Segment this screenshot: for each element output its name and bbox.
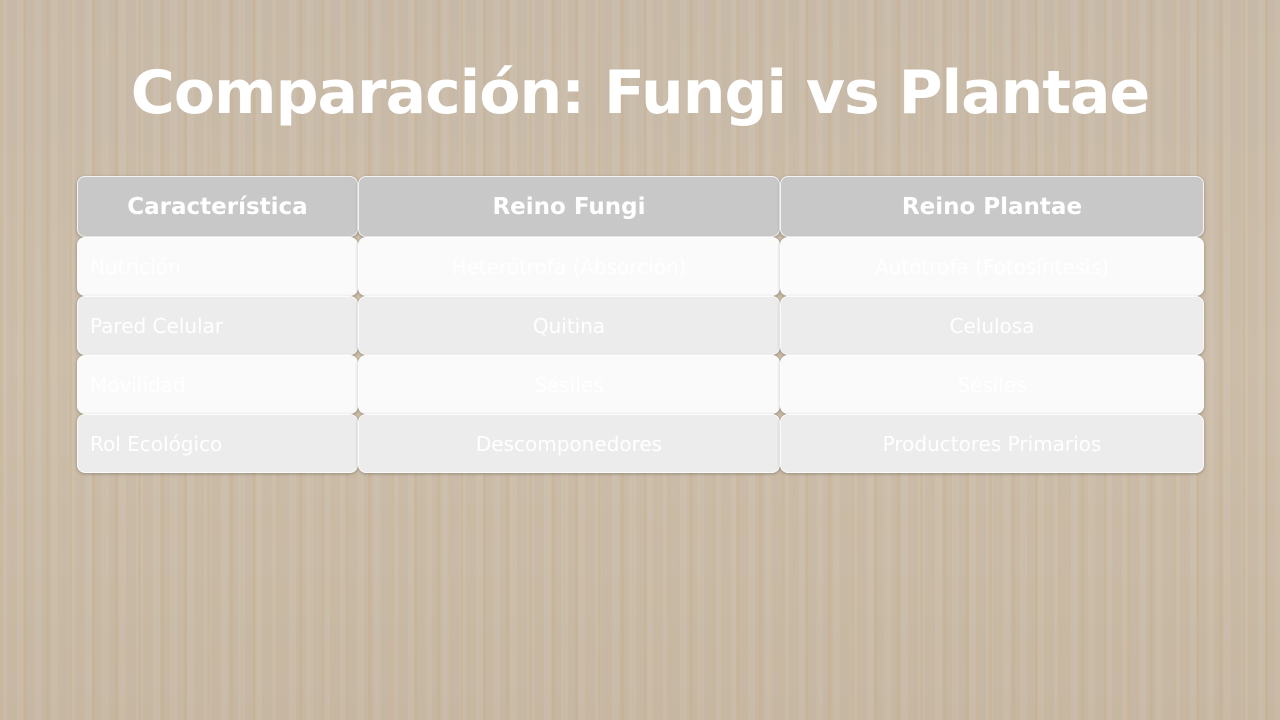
table-cell: Autótrofa (Fotosíntesis)	[780, 237, 1204, 296]
header-cell: Reino Fungi	[358, 176, 780, 237]
table-cell: Productores Primarios	[780, 414, 1204, 473]
table-cell: Pared Celular	[77, 296, 358, 355]
table-cell: Celulosa	[780, 296, 1204, 355]
table-cell: Sésiles	[358, 355, 780, 414]
header-cell: Característica	[77, 176, 358, 237]
table-row: Pared Celular Quitina Celulosa	[77, 296, 1204, 355]
table-cell: Rol Ecológico	[77, 414, 358, 473]
table-header-row: Característica Reino Fungi Reino Plantae	[77, 176, 1204, 237]
table-cell: Sésiles	[780, 355, 1204, 414]
table-cell: Heterótrofa (Absorción)	[358, 237, 780, 296]
header-cell: Reino Plantae	[780, 176, 1204, 237]
table-row: Nutrición Heterótrofa (Absorción) Autótr…	[77, 237, 1204, 296]
comparison-table: Característica Reino Fungi Reino Plantae…	[77, 176, 1204, 473]
table-cell: Movilidad	[77, 355, 358, 414]
slide-title: Comparación: Fungi vs Plantae	[130, 58, 1150, 128]
table-cell: Descomponedores	[358, 414, 780, 473]
table-row: Rol Ecológico Descomponedores Productore…	[77, 414, 1204, 473]
table-cell: Quitina	[358, 296, 780, 355]
table-row: Movilidad Sésiles Sésiles	[77, 355, 1204, 414]
table-cell: Nutrición	[77, 237, 358, 296]
